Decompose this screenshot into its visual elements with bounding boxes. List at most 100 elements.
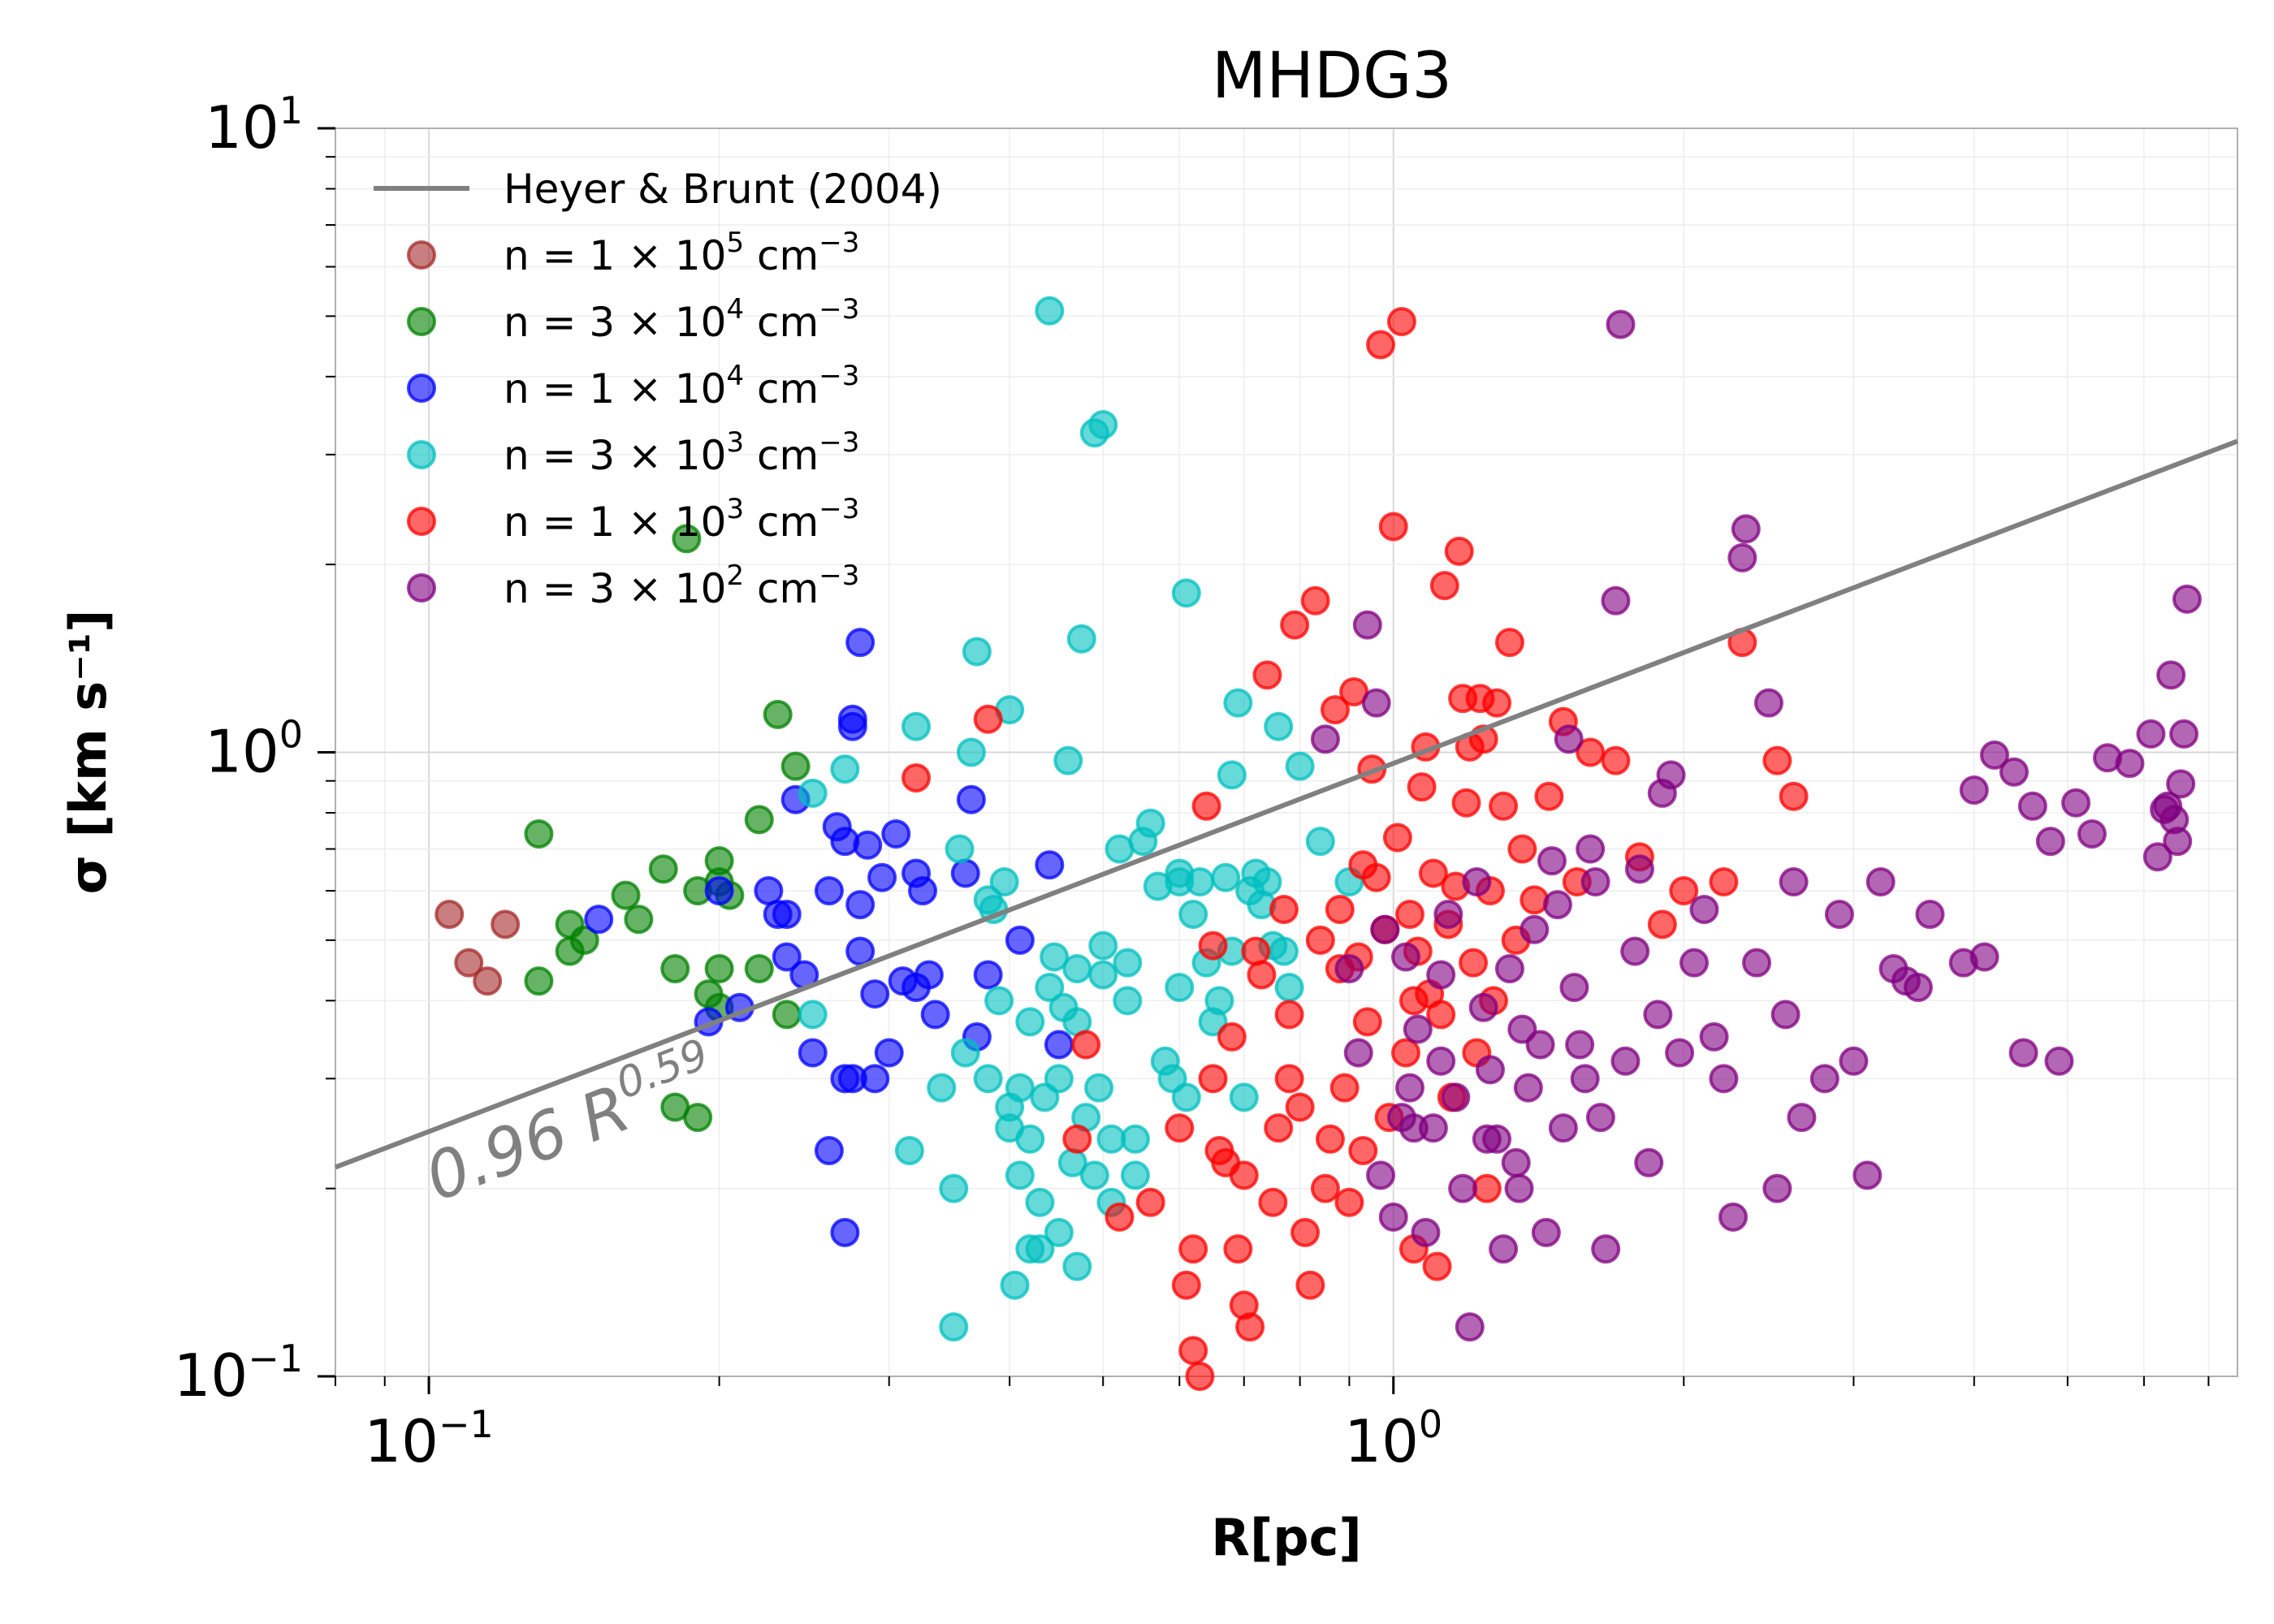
legend-label: n = 3 × 103 cm−3 (504, 426, 859, 479)
data-point (1548, 1113, 1578, 1143)
data-point (491, 909, 521, 939)
data-point (1223, 688, 1253, 718)
data-point (1252, 660, 1282, 690)
data-point (1071, 1030, 1101, 1060)
data-point (908, 875, 938, 905)
data-point (2008, 1038, 2038, 1068)
data-point (1211, 862, 1241, 892)
data-point (1656, 760, 1686, 790)
data-point (1915, 900, 1945, 930)
data-point (1559, 973, 1589, 1003)
legend-swatch (407, 374, 436, 403)
data-point (584, 905, 614, 935)
data-point (1088, 410, 1118, 440)
data-point (624, 905, 654, 935)
data-point (1217, 760, 1247, 790)
data-point (1062, 954, 1092, 984)
data-point (1135, 1187, 1165, 1217)
data-point (1096, 1124, 1126, 1154)
data-point (1348, 850, 1378, 880)
legend: Heyer & Brunt (2004) n = 1 × 105 cm−3 n = … (374, 166, 942, 612)
data-point (1570, 1064, 1600, 1094)
data-point (648, 854, 678, 884)
data-point (1035, 973, 1065, 1003)
data-point (1120, 1160, 1150, 1190)
data-point (1399, 1113, 1429, 1143)
data-point (672, 524, 702, 554)
data-point (1787, 1103, 1817, 1133)
data-point (1601, 585, 1631, 615)
data-point (2061, 788, 2091, 818)
data-point (1839, 1046, 1869, 1076)
x-axis-label: R[pc] (1211, 1508, 1362, 1567)
data-point (1343, 1038, 1373, 1068)
data-point (1015, 1007, 1045, 1037)
data-point (1325, 895, 1355, 925)
data-point (1903, 973, 1933, 1003)
data-point (1295, 1270, 1325, 1300)
data-point (1352, 1007, 1382, 1037)
data-point (1580, 867, 1610, 897)
data-point (1494, 954, 1524, 984)
data-point (2163, 827, 2193, 857)
data-point (1779, 781, 1809, 811)
data-point (901, 711, 932, 741)
data-point (1468, 992, 1498, 1022)
data-point (881, 818, 911, 849)
series-2 (584, 628, 1074, 1247)
data-point (1229, 1160, 1259, 1190)
data-point (1165, 973, 1195, 1003)
data-point (798, 778, 828, 808)
data-point (1979, 740, 2009, 770)
data-point (845, 936, 875, 966)
legend-swatch (407, 573, 436, 603)
data-point (1679, 948, 1709, 978)
series-0 (434, 900, 521, 996)
data-point (1753, 688, 1783, 718)
data-point (950, 858, 980, 888)
data-point (845, 890, 875, 920)
data-point (1865, 867, 1896, 897)
x-tick-label: 10−1 (364, 1402, 493, 1475)
data-point (1494, 628, 1524, 658)
data-point (1444, 536, 1474, 566)
data-point (1407, 772, 1437, 802)
data-point (1507, 834, 1537, 864)
data-point (1366, 330, 1396, 360)
data-point (1576, 834, 1606, 864)
data-point (1044, 1064, 1074, 1094)
data-point (860, 1064, 890, 1094)
data-point (2166, 769, 2196, 799)
data-point (1000, 1270, 1030, 1300)
data-point (1229, 1082, 1259, 1112)
data-point (1247, 960, 1277, 990)
data-point (1411, 1217, 1441, 1247)
data-point (524, 966, 554, 996)
data-point (569, 925, 599, 955)
data-point (1554, 724, 1584, 754)
data-point (1591, 1234, 1621, 1264)
data-point (1120, 1124, 1150, 1154)
legend-swatch (407, 507, 436, 536)
data-point (1079, 1160, 1109, 1190)
data-point (1171, 1270, 1201, 1300)
data-point (1171, 578, 1201, 608)
data-point (1305, 827, 1335, 857)
data-point (772, 942, 802, 972)
data-point (845, 628, 875, 658)
data-point (1689, 895, 1719, 925)
data-point (2044, 1046, 2074, 1076)
data-point (1475, 1055, 1505, 1085)
data-point (1709, 1064, 1739, 1094)
data-point (1489, 1234, 1519, 1264)
data-point (772, 900, 802, 930)
data-point (973, 1064, 1003, 1094)
data-point (1520, 914, 1550, 944)
data-point (1459, 948, 1489, 978)
data-point (1310, 1173, 1340, 1203)
data-point (2156, 660, 2186, 690)
data-point (1959, 775, 1989, 805)
data-point (1088, 960, 1118, 990)
chart-title: MHDG3 (1212, 40, 1452, 113)
